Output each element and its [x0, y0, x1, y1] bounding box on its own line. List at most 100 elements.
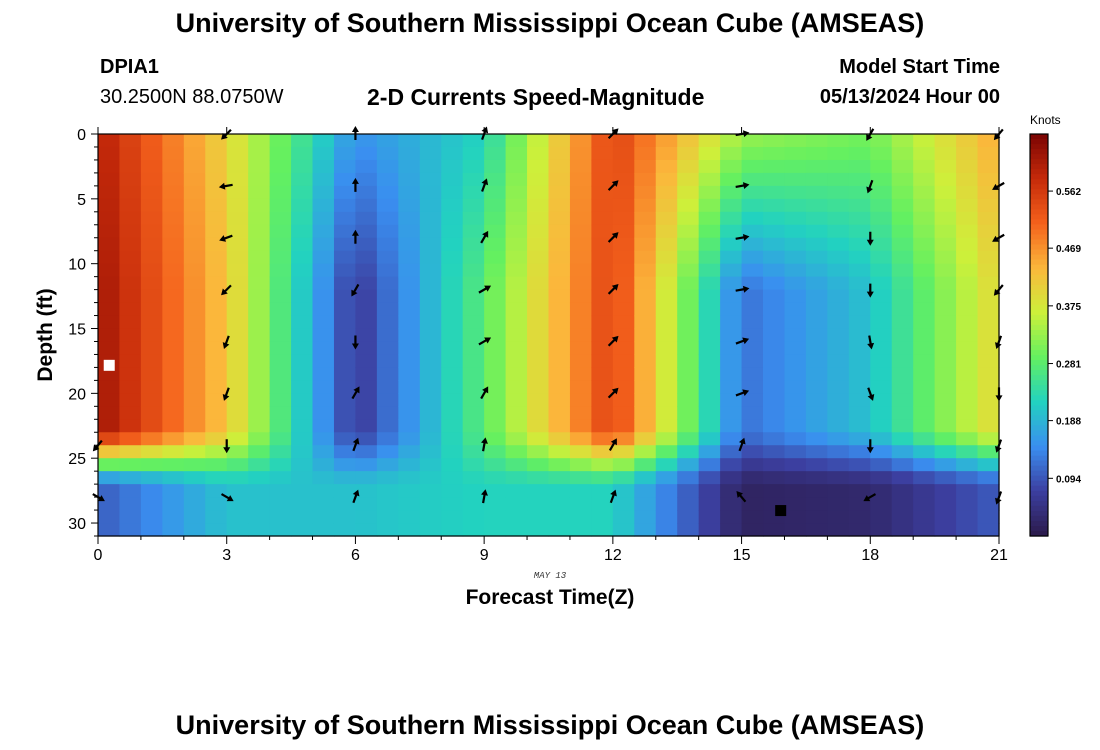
- heatmap-cell: [119, 185, 142, 200]
- heatmap-cell: [956, 458, 979, 472]
- heatmap-cell: [226, 134, 249, 148]
- heatmap-cell: [741, 406, 764, 420]
- heatmap-cell: [934, 328, 957, 343]
- arrow-head: [866, 133, 873, 141]
- heatmap-cell: [398, 134, 421, 148]
- heatmap-cell: [226, 237, 249, 252]
- heatmap-cell: [956, 471, 979, 485]
- heatmap-cell: [398, 523, 421, 537]
- heatmap-cell: [720, 354, 743, 369]
- heatmap-cell: [119, 510, 142, 524]
- heatmap-cell: [913, 146, 936, 161]
- heatmap-cell: [398, 276, 421, 291]
- heatmap-cell: [784, 510, 807, 524]
- heatmap-cell: [891, 458, 914, 472]
- heatmap-cell: [269, 146, 292, 161]
- heatmap-cell: [398, 510, 421, 524]
- colorbar-segment: [1030, 490, 1048, 497]
- heatmap-cell: [441, 484, 464, 498]
- colorbar-segment: [1030, 314, 1048, 321]
- heatmap-cell: [612, 250, 635, 265]
- heatmap-cell: [441, 211, 464, 226]
- heatmap-cell: [956, 237, 979, 252]
- heatmap-cell: [205, 497, 228, 511]
- heatmap-cell: [98, 172, 121, 187]
- heatmap-cell: [269, 367, 292, 381]
- heatmap-cell: [591, 432, 614, 446]
- heatmap-cell: [226, 289, 249, 304]
- heatmap-cell: [720, 419, 743, 433]
- heatmap-cell: [291, 354, 314, 369]
- heatmap-cell: [956, 393, 979, 407]
- heatmap-cell: [484, 263, 507, 278]
- heatmap-cell: [462, 406, 485, 420]
- heatmap-cell: [226, 510, 249, 524]
- heatmap-cell: [741, 250, 764, 265]
- heatmap-cell: [763, 445, 786, 459]
- heatmap-cell: [226, 263, 249, 278]
- heatmap-cell: [269, 302, 292, 317]
- current-vector-arrow: [863, 493, 877, 502]
- heatmap-cell: [441, 471, 464, 485]
- heatmap-cell: [677, 159, 700, 174]
- heatmap-cell: [913, 185, 936, 200]
- heatmap-cell: [291, 250, 314, 265]
- heatmap-cell: [870, 185, 893, 200]
- colorbar-segment: [1030, 224, 1048, 231]
- heatmap-cell: [591, 406, 614, 420]
- heatmap-cell: [484, 172, 507, 187]
- heatmap-cell: [441, 341, 464, 356]
- heatmap-cell: [891, 302, 914, 317]
- heatmap-cell: [805, 445, 828, 459]
- heatmap-cell: [741, 497, 764, 511]
- heatmap-cell: [977, 497, 1000, 511]
- heatmap-cell: [333, 237, 357, 252]
- heatmap-cell: [205, 432, 228, 446]
- heatmap-cell: [355, 237, 378, 252]
- heatmap-cell: [205, 159, 228, 174]
- colorbar-segment: [1030, 380, 1048, 386]
- heatmap-cell: [977, 159, 1000, 174]
- heatmap-cell: [870, 289, 893, 304]
- heatmap-cell: [183, 406, 206, 420]
- heatmap-cell: [291, 393, 314, 407]
- heatmap-cell: [805, 419, 828, 433]
- heatmap-cell: [441, 523, 464, 537]
- heatmap-cell: [505, 146, 528, 161]
- heatmap-cell: [398, 250, 421, 265]
- heatmap-cell: [355, 328, 378, 343]
- heatmap-cell: [784, 134, 807, 148]
- heatmap-cell: [655, 185, 678, 200]
- heatmap-cell: [462, 367, 485, 381]
- current-vector-arrow: [218, 182, 233, 190]
- heatmap-cell: [248, 263, 271, 278]
- heatmap-cell: [398, 185, 421, 200]
- heatmap-cell: [441, 134, 464, 148]
- heatmap-cell: [698, 263, 721, 278]
- heatmap-cell: [398, 315, 421, 330]
- heatmap-cell: [698, 302, 721, 317]
- colorbar-segment: [1030, 164, 1048, 170]
- heatmap-cell: [784, 354, 807, 369]
- heatmap-cell: [827, 380, 850, 394]
- heatmap-cell: [956, 341, 979, 356]
- heatmap-cell: [698, 185, 721, 200]
- heatmap-cell: [291, 172, 314, 187]
- current-vector-arrow: [351, 229, 359, 244]
- heatmap-cell: [398, 224, 421, 239]
- arrow-head: [867, 342, 875, 350]
- heatmap-cell: [484, 471, 507, 485]
- heatmap-cell: [248, 289, 271, 304]
- heatmap-cell: [934, 484, 957, 498]
- heatmap-cell: [162, 172, 185, 187]
- heatmap-cell: [720, 523, 743, 537]
- heatmap-cell: [956, 432, 979, 446]
- heatmap-cell: [913, 198, 936, 213]
- heatmap-cell: [162, 146, 185, 161]
- heatmap-cell: [591, 328, 614, 343]
- heatmap-cell: [376, 185, 399, 200]
- heatmap-cell: [569, 237, 592, 252]
- heatmap-cell: [376, 211, 399, 226]
- heatmap-cell: [827, 445, 850, 459]
- heatmap-cell: [934, 250, 957, 265]
